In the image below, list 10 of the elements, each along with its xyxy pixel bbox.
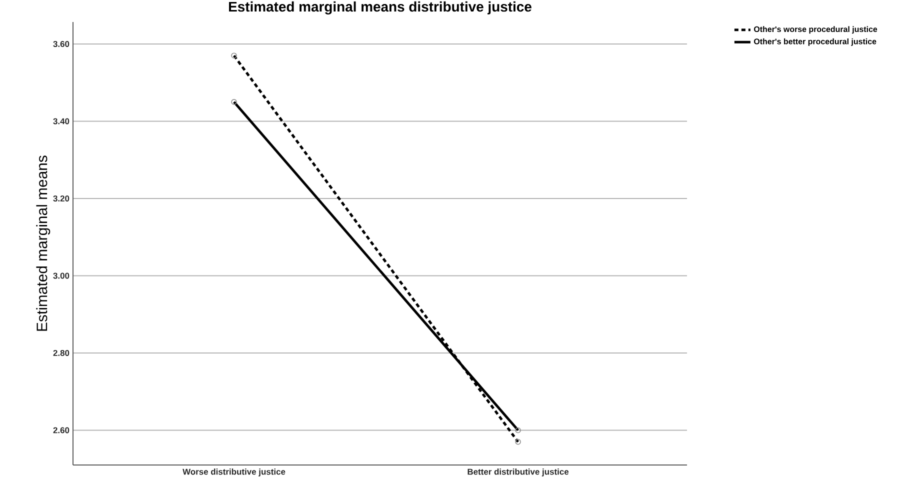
chart-title: Estimated marginal means distributive justice <box>229 1 532 14</box>
y-tick-label: 3.60 <box>53 41 70 48</box>
x-tick-label: Worse distributive justice <box>182 468 286 476</box>
y-tick-label: 3.20 <box>53 196 70 202</box>
y-tick-label: 3.00 <box>53 272 70 279</box>
y-axis-title: Estimated marginal means <box>36 156 50 331</box>
x-tick-label: Better distributive justice <box>468 468 569 476</box>
y-tick-label: 2.60 <box>53 427 70 434</box>
y-tick-label: 2.80 <box>53 350 70 356</box>
y-tick-label: 3.40 <box>53 118 70 124</box>
